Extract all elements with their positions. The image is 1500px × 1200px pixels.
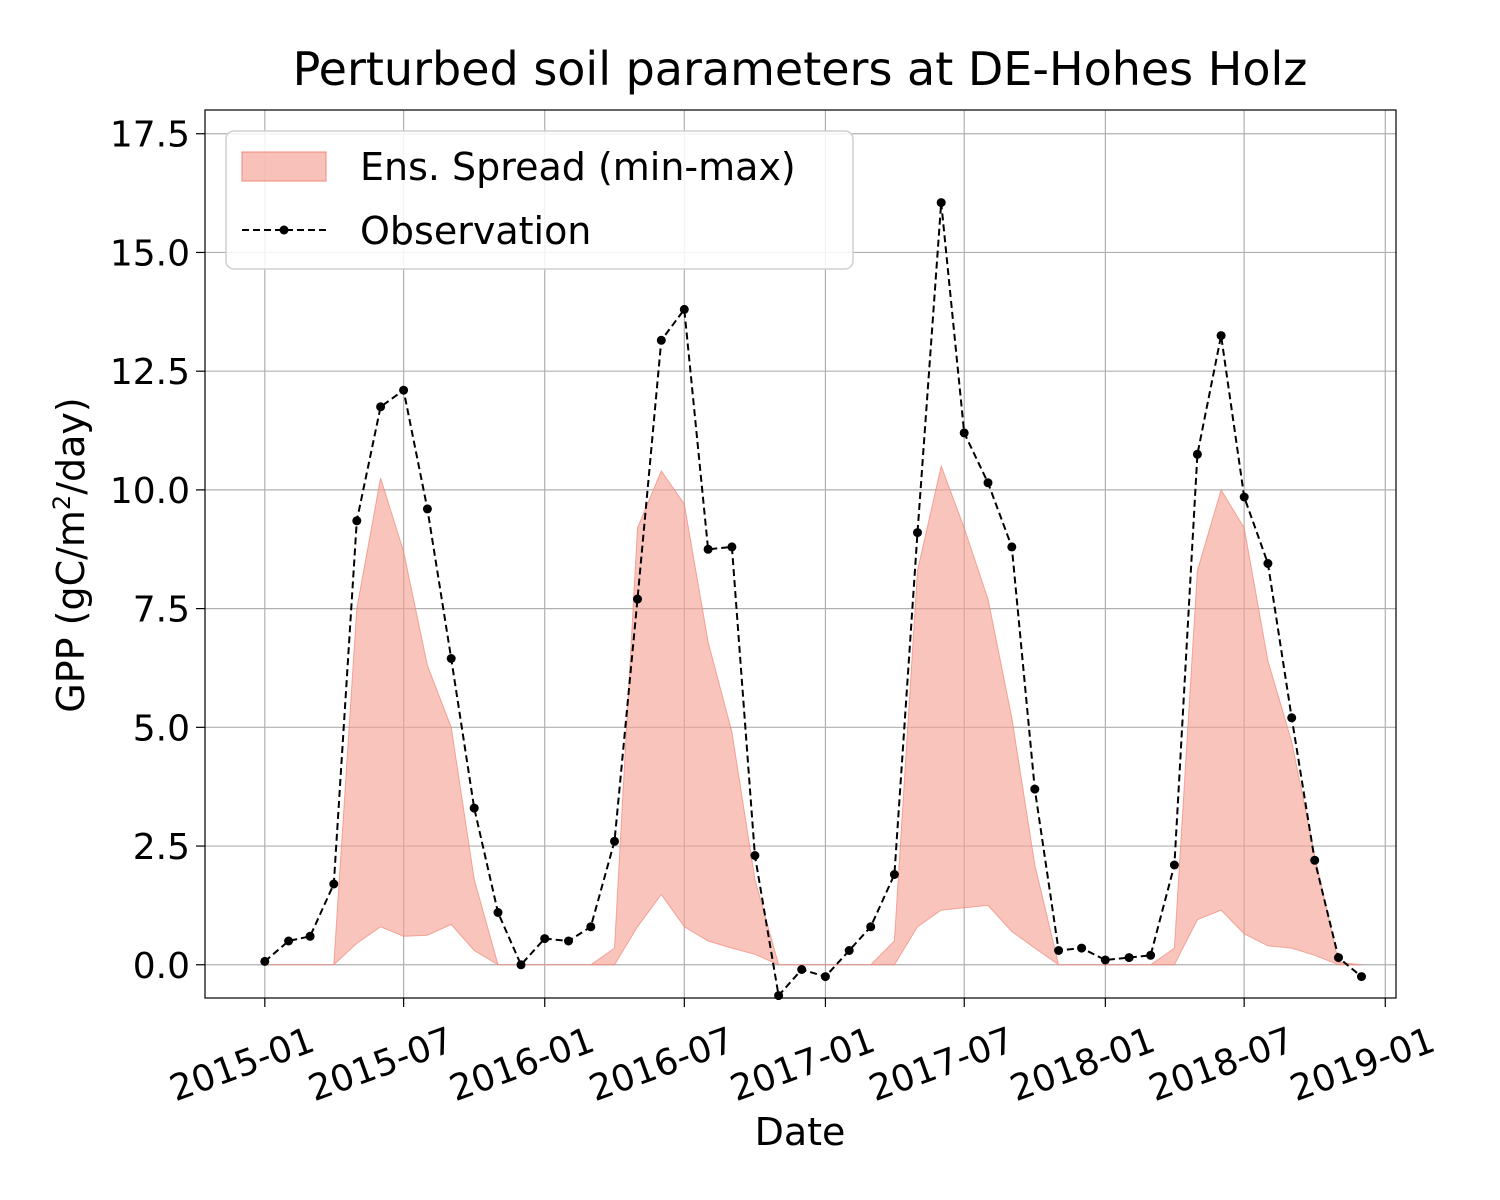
y-axis-label: GPP (gC/m2/day) <box>48 397 93 712</box>
legend: Ens. Spread (min-max) Observation <box>225 130 854 270</box>
observation-point <box>516 960 526 970</box>
y-axis-label-sup: 2 <box>48 495 76 510</box>
x-axis-label: Date <box>755 1110 846 1154</box>
legend-label-observation: Observation <box>360 209 591 253</box>
observation-point <box>564 936 573 946</box>
observation-point <box>936 198 946 208</box>
observation-point <box>305 931 315 941</box>
observation-point <box>1007 542 1017 552</box>
x-tick-label: 2019-01 <box>1285 1020 1440 1110</box>
observation-point <box>750 851 760 860</box>
observation-point <box>1263 559 1273 568</box>
legend-marker-observation <box>279 225 289 235</box>
observation-point <box>727 542 737 552</box>
observation-point <box>1310 855 1320 865</box>
observation-point <box>889 870 899 879</box>
observation-point <box>774 991 784 1001</box>
observation-point <box>446 654 456 663</box>
observation-point <box>983 478 993 488</box>
observation-point <box>679 304 689 314</box>
observation-series <box>260 198 1366 1001</box>
observation-point <box>1054 946 1064 955</box>
y-axis-label-suffix: /day) <box>49 397 93 495</box>
plot-frame <box>204 109 1397 999</box>
observation-point <box>1216 331 1226 341</box>
y-tick-label: 10.0 <box>110 471 190 512</box>
x-tick-label: 2016-01 <box>444 1020 599 1110</box>
y-tick-label: 15.0 <box>110 233 190 274</box>
x-tick-label: 2015-01 <box>165 1020 320 1110</box>
observation-point <box>1124 953 1134 963</box>
observation-point <box>1169 860 1179 870</box>
observation-point <box>469 803 479 813</box>
observation-point <box>610 836 619 846</box>
observation-point <box>1030 784 1040 794</box>
y-tick-label: 0.0 <box>133 946 190 987</box>
y-tick-label: 5.0 <box>133 708 190 749</box>
observation-point <box>703 544 713 554</box>
observation-line <box>264 202 1363 998</box>
observation-point <box>1239 492 1249 502</box>
y-tick-label: 17.5 <box>110 115 190 156</box>
observation-point <box>913 528 922 538</box>
observation-point <box>1192 449 1202 459</box>
observation-point <box>493 908 503 917</box>
observation-point <box>1077 943 1087 953</box>
legend-box <box>225 130 854 270</box>
observation-point <box>866 922 876 932</box>
observation-point <box>260 956 270 966</box>
observation-point <box>284 936 294 946</box>
x-tick-label: 2017-01 <box>725 1020 880 1110</box>
y-tick-label: 2.5 <box>133 827 190 868</box>
x-tick-label: 2016-07 <box>584 1020 739 1110</box>
spread-area <box>264 464 1362 966</box>
observation-point <box>633 594 642 604</box>
y-axis-ticks: 0.0 2.5 5.0 7.5 10.0 12.5 15.0 17.5 <box>110 115 205 987</box>
observation-point <box>540 934 550 944</box>
observation-point <box>1334 953 1343 963</box>
observation-point <box>376 402 386 412</box>
x-axis-ticks: 2015-012015-072016-012016-072017-012017-… <box>165 998 1440 1110</box>
legend-swatch-spread <box>241 151 327 182</box>
legend-label-spread: Ens. Spread (min-max) <box>360 145 796 189</box>
x-tick-label: 2017-07 <box>864 1020 1019 1110</box>
chart-title: Perturbed soil parameters at DE-Hohes Ho… <box>293 42 1308 96</box>
observation-point <box>844 946 854 955</box>
observation-point <box>820 972 830 982</box>
observation-point <box>959 428 969 438</box>
observation-point <box>422 504 432 514</box>
observation-point <box>1287 713 1297 723</box>
observation-point <box>797 965 807 974</box>
observation-point <box>399 385 409 395</box>
y-tick-label: 7.5 <box>133 590 190 631</box>
observation-point <box>1100 955 1110 965</box>
observation-point <box>329 879 339 889</box>
observation-point <box>1357 972 1366 982</box>
ensemble-spread-area <box>264 464 1362 966</box>
x-tick-label: 2018-07 <box>1144 1020 1299 1110</box>
x-tick-label: 2015-07 <box>303 1020 458 1110</box>
y-tick-label: 12.5 <box>110 352 190 393</box>
observation-point <box>656 335 666 345</box>
observation-point <box>1146 950 1156 960</box>
observation-point <box>586 922 596 932</box>
x-tick-label: 2018-01 <box>1005 1020 1160 1110</box>
y-axis-label-prefix: GPP (gC/m <box>49 510 93 713</box>
observation-point <box>352 516 362 526</box>
